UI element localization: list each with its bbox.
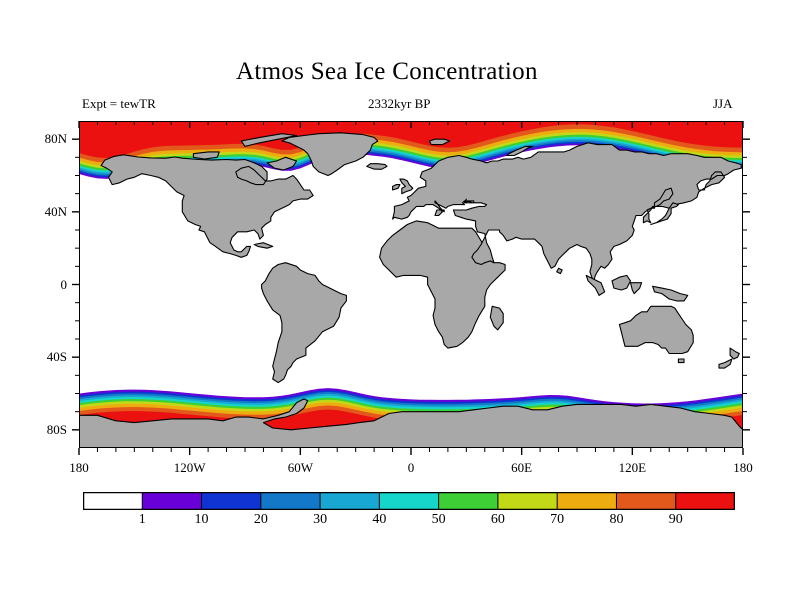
landmass — [399, 178, 414, 195]
landmass — [428, 138, 451, 146]
y-axis-tick-label: 40S — [46, 349, 67, 365]
colorbar-swatches — [83, 492, 735, 510]
colorbar-tick-label: 30 — [313, 512, 328, 527]
y-axis-tick-label: 0 — [60, 276, 68, 292]
experiment-label: Expt = tewTR — [82, 96, 156, 111]
colorbar-bin — [201, 492, 261, 510]
y-axis-tick-label: 40N — [44, 203, 67, 219]
colorbar-tick-label: 50 — [431, 512, 446, 527]
colorbar-tick-label: 90 — [668, 512, 683, 527]
landmass — [618, 305, 694, 355]
x-axis-tick-label: 60W — [287, 460, 313, 475]
landmass — [392, 142, 742, 282]
colorbar-tick-label: 80 — [609, 512, 624, 527]
colorbar-tick-label: 20 — [253, 512, 268, 527]
colorbar-bin — [675, 492, 735, 510]
landmass — [240, 133, 298, 147]
ice-concentration-band — [79, 121, 743, 158]
landmass — [192, 151, 220, 160]
x-axis-tick-label: 120W — [173, 460, 206, 475]
colorbar-bin — [379, 492, 439, 510]
landmass — [718, 358, 733, 369]
landmass — [261, 262, 347, 384]
colorbar-tick-label: 60 — [490, 512, 505, 527]
map-plot-area — [79, 121, 743, 448]
landmass — [556, 267, 563, 275]
y-axis-tick-label: 80N — [44, 131, 67, 147]
colorbar — [83, 492, 735, 510]
colorbar-tick-label: 40 — [372, 512, 387, 527]
landmass — [281, 132, 379, 177]
subtitle-label: 2332kyr BP — [368, 96, 431, 111]
season-label: JJA — [713, 96, 733, 111]
landmass — [366, 163, 388, 170]
landmass — [652, 285, 689, 302]
landmass — [729, 347, 740, 360]
x-axis-tick-label: 120E — [618, 460, 647, 475]
colorbar-tick-label: 70 — [550, 512, 565, 527]
colorbar-bin — [497, 492, 558, 510]
y-axis-tick-label: 80S — [46, 421, 67, 437]
landmass — [677, 358, 685, 364]
landmass — [506, 145, 534, 157]
colorbar-bin — [320, 492, 380, 510]
colorbar-tick-label: 10 — [194, 512, 209, 527]
landmass — [650, 202, 679, 226]
landmass — [629, 282, 643, 295]
colorbar-bin — [142, 492, 202, 510]
landmass — [392, 184, 401, 191]
colorbar-bin — [260, 492, 321, 510]
landmass — [79, 398, 743, 448]
landmass — [585, 274, 606, 296]
x-axis-tick-label: 0 — [407, 460, 415, 475]
colorbar-bin — [438, 492, 498, 510]
arctic-ice-field — [79, 121, 743, 179]
sea-ice-map — [79, 121, 743, 448]
landmass — [489, 305, 504, 331]
colorbar-bin — [557, 492, 617, 510]
landmass — [253, 242, 274, 249]
x-axis-tick-label: 180 — [69, 460, 89, 475]
landmass — [100, 154, 314, 258]
landmass — [379, 220, 506, 349]
colorbar-bin — [83, 492, 143, 510]
x-axis-tick-label: 60E — [511, 460, 533, 475]
landmass — [611, 274, 632, 291]
land-masses — [79, 132, 743, 448]
colorbar-bin — [616, 492, 676, 510]
page-title: Atmos Sea Ice Concentration — [236, 58, 538, 85]
colorbar-tick-label: 1 — [138, 512, 146, 527]
landmass — [266, 156, 298, 171]
x-axis-tick-label: 180 — [733, 460, 753, 475]
